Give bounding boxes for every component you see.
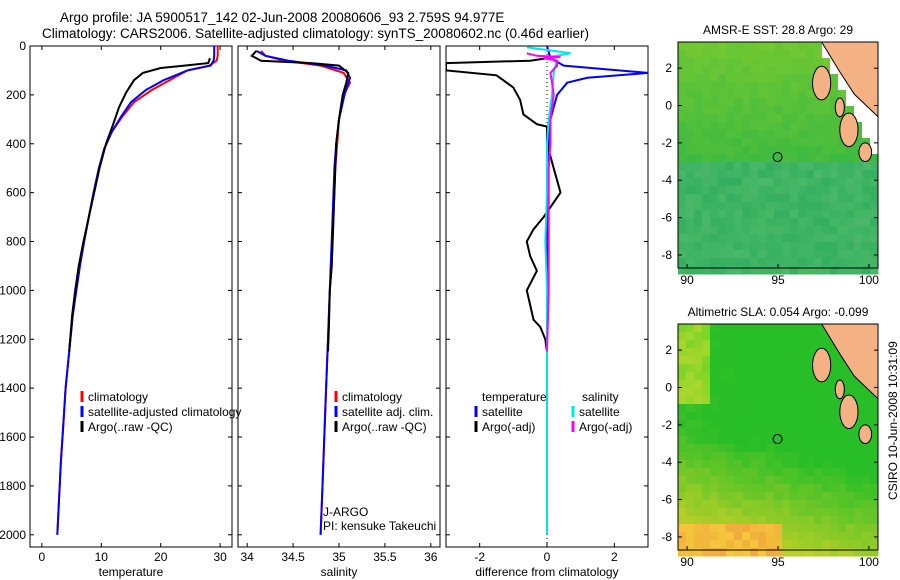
climatology-title: Climatology: CARS2006. Satellite-adjuste… (42, 26, 590, 41)
depth-tick-label: 800 (6, 235, 26, 249)
difference-plot (445, 45, 649, 548)
depth-tick-label: 400 (6, 137, 26, 151)
difference-series-salinity-argo-adj- (526, 52, 561, 352)
depth-tick-label: 1400 (0, 381, 26, 395)
difference-xtick-label: 2 (611, 550, 618, 564)
altimetric-sla-lat-label: -8 (661, 530, 672, 544)
difference-xtick-label: 0 (544, 550, 551, 564)
difference-legend-entry: satellite (579, 405, 620, 419)
difference-legend-entry: Argo(-adj) (579, 420, 632, 434)
salinity-legend-entry: climatology (342, 390, 402, 404)
altimetric-sla-island (834, 379, 845, 400)
depth-tick-label: 0 (19, 39, 26, 53)
amsre-sst-lon-label: 95 (771, 273, 785, 287)
temperature-plot (29, 45, 233, 548)
difference-xtick-label: -2 (474, 550, 485, 564)
csiro-timestamp: CSIRO 10-Jun-2008 10:31:09 (886, 341, 900, 500)
salinity-series-argo-raw-qc- (250, 50, 350, 352)
depth-tick-label: 1600 (0, 430, 26, 444)
altimetric-sla-title: Altimetric SLA: 0.054 Argo: -0.099 (688, 305, 869, 319)
depth-tick-label: 200 (6, 88, 26, 102)
amsre-sst-lat-label: 0 (665, 99, 672, 113)
temperature-legend-entry: climatology (88, 390, 148, 404)
amsre-sst-island (812, 65, 832, 101)
amsre-sst-title: AMSR-E SST: 28.8 Argo: 29 (703, 23, 853, 37)
amsre-sst-lat-label: 2 (665, 61, 672, 75)
float-program-label: J-ARGO (323, 505, 368, 519)
temperature-legend-entry: satellite-adjusted climatology (88, 405, 241, 419)
difference-legend-entry: satellite (482, 405, 523, 419)
salinity-legend-entry: Argo(..raw -QC) (342, 420, 427, 434)
altimetric-sla-lon-label: 90 (680, 555, 694, 569)
salinity-xtick-label: 35 (332, 550, 346, 564)
salinity-xtick-label: 36 (424, 550, 438, 564)
amsre-sst-lat-label: -2 (661, 136, 672, 150)
altimetric-sla-map (677, 323, 879, 557)
amsre-sst-map (677, 41, 879, 275)
difference-legend-entry: Argo(-adj) (482, 420, 535, 434)
amsre-sst-grid-cells (678, 42, 879, 275)
altimetric-sla-lon-label: 100 (859, 555, 879, 569)
difference-legend-heading: salinity (582, 390, 619, 404)
temperature-series-argo-raw-qc- (68, 57, 211, 352)
amsre-sst-lon-label: 100 (859, 273, 879, 287)
amsre-sst-lon-label: 90 (680, 273, 694, 287)
salinity-xtick-label: 34.5 (281, 550, 305, 564)
altimetric-sla-lat-label: 2 (665, 343, 672, 357)
amsre-sst-lat-label: -8 (661, 248, 672, 262)
depth-tick-label: 600 (6, 186, 26, 200)
temperature-xlabel: temperature (99, 565, 164, 579)
salinity-xtick-label: 35.5 (373, 550, 397, 564)
amsre-sst-lat-label: -4 (661, 173, 672, 187)
amsre-sst-float-marker (772, 152, 783, 163)
difference-xlabel: difference from climatology (475, 565, 618, 579)
temperature-xtick-label: 30 (213, 550, 227, 564)
salinity-legend-entry: satellite adj. clim. (342, 405, 433, 419)
altimetric-sla-float-marker (772, 434, 783, 445)
salinity-xlabel: salinity (321, 565, 358, 579)
altimetric-sla-lon-label: 95 (771, 555, 785, 569)
altimetric-sla-island (858, 424, 873, 445)
altimetric-sla-island (812, 347, 832, 383)
difference-series-salinity-satellite (526, 46, 571, 535)
depth-tick-label: 1800 (0, 479, 26, 493)
altimetric-sla-island (839, 394, 859, 430)
profile-title: Argo profile: JA 5900517_142 02-Jun-2008… (60, 10, 505, 25)
temperature-xtick-label: 0 (39, 550, 46, 564)
depth-tick-label: 1000 (0, 283, 26, 297)
altimetric-sla-lat-label: -6 (661, 493, 672, 507)
altimetric-sla-lat-label: -2 (661, 418, 672, 432)
temperature-xtick-label: 10 (95, 550, 109, 564)
amsre-sst-island (858, 142, 873, 163)
temperature-xtick-label: 20 (154, 550, 168, 564)
difference-series-temperature-argo-adj- (446, 57, 562, 352)
altimetric-sla-lat-label: -4 (661, 455, 672, 469)
salinity-xtick-label: 34 (241, 550, 255, 564)
pi-name-label: PI: kensuke Takeuchi (323, 519, 436, 533)
temperature-legend-entry: Argo(..raw -QC) (88, 420, 173, 434)
temperature-frame (29, 45, 233, 548)
salinity-plot (237, 45, 441, 548)
amsre-sst-island (834, 97, 845, 118)
amsre-sst-lat-label: -6 (661, 211, 672, 225)
difference-legend-heading: temperature (482, 390, 547, 404)
depth-tick-label: 1200 (0, 332, 26, 346)
depth-tick-label: 2000 (0, 528, 26, 542)
amsre-sst-island (839, 112, 859, 148)
altimetric-sla-lat-label: 0 (665, 381, 672, 395)
